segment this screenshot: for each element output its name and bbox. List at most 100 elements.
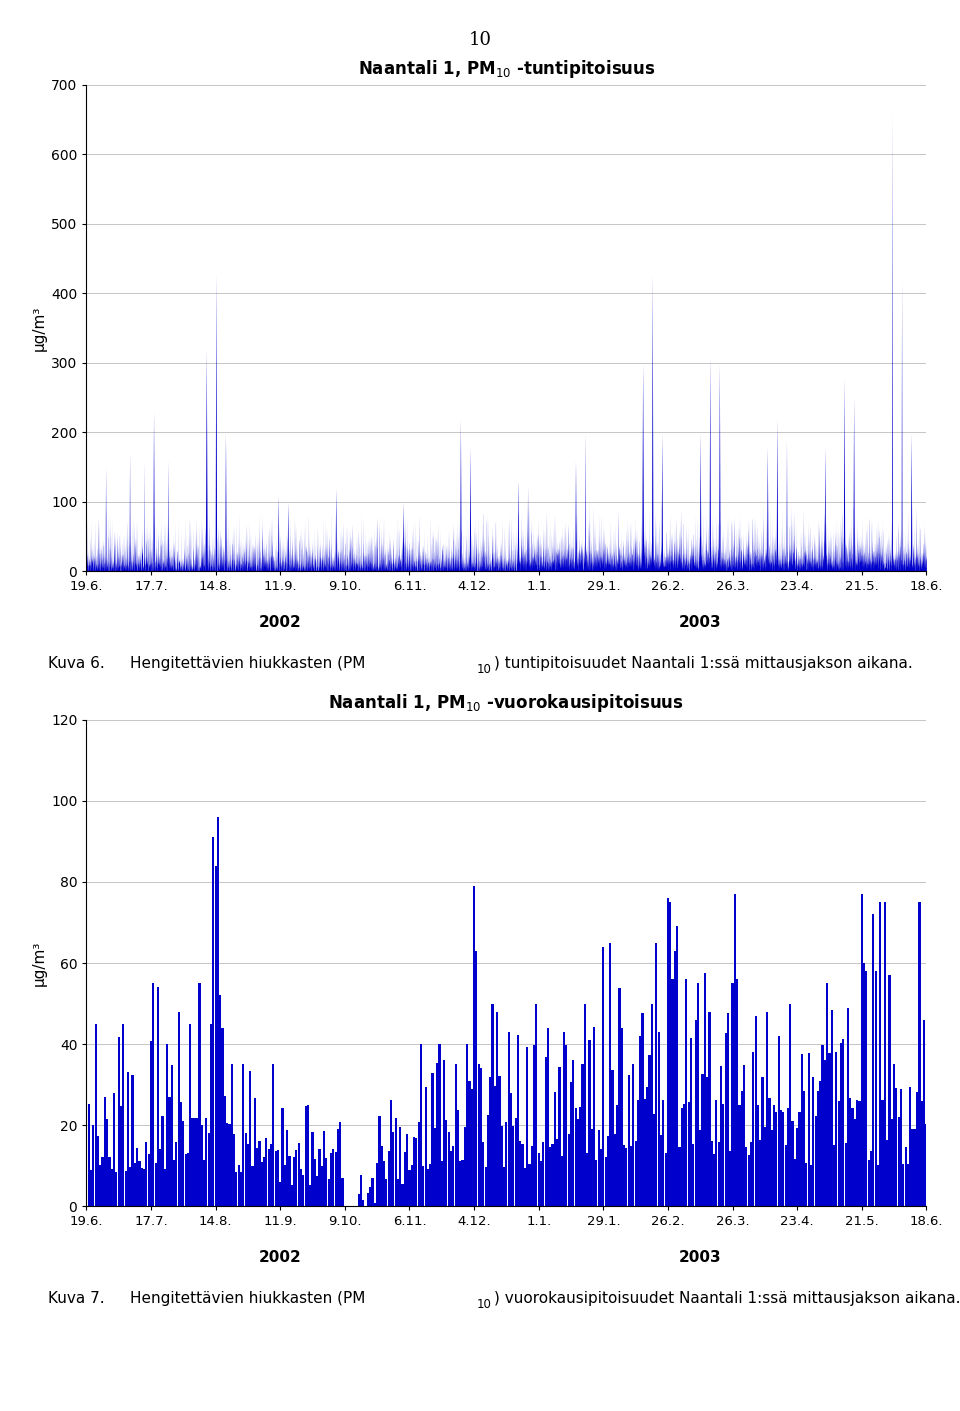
Bar	[773, 1105, 775, 1206]
Bar	[388, 1151, 390, 1206]
Bar	[265, 1139, 268, 1206]
Bar	[879, 902, 881, 1206]
Bar	[587, 1153, 588, 1206]
Bar	[884, 902, 886, 1206]
Bar	[658, 1031, 660, 1206]
Bar	[888, 975, 891, 1206]
Bar	[445, 1119, 447, 1206]
Bar	[150, 1040, 152, 1206]
Bar	[443, 1061, 445, 1206]
Bar	[275, 1151, 276, 1206]
Bar	[291, 1185, 293, 1206]
Bar	[648, 1054, 651, 1206]
Bar	[478, 1064, 480, 1206]
Bar	[510, 1094, 512, 1206]
Bar	[602, 947, 605, 1206]
Bar	[755, 1016, 756, 1206]
Bar	[250, 1071, 252, 1206]
Bar	[452, 1146, 454, 1206]
Bar	[605, 1157, 607, 1206]
Bar	[695, 1020, 697, 1206]
Bar	[692, 1143, 694, 1206]
Bar	[327, 1178, 330, 1206]
Bar	[176, 1143, 178, 1206]
Bar	[270, 1143, 272, 1206]
Text: ) tuntipitoisuudet Naantali 1:ssä mittausjakson aikana.: ) tuntipitoisuudet Naantali 1:ssä mittau…	[494, 656, 913, 672]
Bar	[519, 1140, 521, 1206]
Bar	[898, 1116, 900, 1206]
Bar	[635, 1141, 636, 1206]
Bar	[141, 1168, 143, 1206]
Bar	[482, 1141, 485, 1206]
Bar	[766, 1012, 768, 1206]
Text: 2003: 2003	[679, 1250, 722, 1266]
Bar	[817, 1091, 819, 1206]
Bar	[807, 1053, 810, 1206]
Bar	[381, 1146, 383, 1206]
Bar	[240, 1171, 242, 1206]
Bar	[873, 914, 875, 1206]
Bar	[925, 1125, 927, 1206]
Bar	[690, 1038, 692, 1206]
Bar	[516, 1034, 519, 1206]
Bar	[835, 1053, 837, 1206]
Bar	[184, 1154, 186, 1206]
Bar	[761, 1077, 763, 1206]
Bar	[681, 1108, 683, 1206]
Bar	[662, 1101, 664, 1206]
Bar	[683, 1103, 685, 1206]
Bar	[261, 1161, 263, 1206]
Bar	[824, 1061, 826, 1206]
Bar	[616, 1105, 618, 1206]
Bar	[467, 1044, 468, 1206]
Bar	[459, 1161, 462, 1206]
Bar	[505, 1122, 508, 1206]
Bar	[551, 1144, 554, 1206]
Bar	[298, 1143, 300, 1206]
Bar	[697, 983, 699, 1206]
Bar	[205, 1118, 207, 1206]
Bar	[653, 1113, 655, 1206]
Bar	[577, 1119, 579, 1206]
Bar	[358, 1194, 360, 1206]
Bar	[881, 1101, 883, 1206]
Bar	[370, 1187, 372, 1206]
Bar	[215, 865, 217, 1206]
Bar	[342, 1178, 344, 1206]
Bar	[644, 1099, 646, 1206]
Bar	[219, 996, 222, 1206]
Bar	[549, 1147, 551, 1206]
Bar	[676, 927, 678, 1206]
Bar	[309, 1185, 311, 1206]
Bar	[133, 1163, 136, 1206]
Bar	[613, 1134, 616, 1206]
Bar	[210, 1024, 212, 1206]
Bar	[468, 1081, 470, 1206]
Bar	[540, 1161, 542, 1206]
Bar	[217, 817, 219, 1206]
Bar	[99, 1165, 102, 1206]
Bar	[462, 1160, 464, 1206]
Y-axis label: µg/m³: µg/m³	[32, 305, 47, 351]
Bar	[97, 1136, 99, 1206]
Title: Naantali 1, PM$_{10}$ -tuntipitoisuus: Naantali 1, PM$_{10}$ -tuntipitoisuus	[357, 58, 656, 79]
Bar	[789, 1003, 791, 1206]
Bar	[199, 983, 201, 1206]
Bar	[178, 1012, 180, 1206]
Bar	[664, 1153, 666, 1206]
Bar	[321, 1167, 323, 1206]
Title: Naantali 1, PM$_{10}$ -vuorokausipitoisuus: Naantali 1, PM$_{10}$ -vuorokausipitoisu…	[328, 693, 684, 714]
Bar	[284, 1165, 286, 1206]
Bar	[822, 1044, 824, 1206]
Bar	[436, 1064, 438, 1206]
Bar	[212, 837, 214, 1206]
Bar	[222, 1027, 224, 1206]
Bar	[148, 1154, 150, 1206]
Bar	[911, 1129, 914, 1206]
Bar	[194, 1118, 196, 1206]
Bar	[756, 1105, 759, 1206]
Bar	[153, 983, 155, 1206]
Bar	[450, 1151, 452, 1206]
Bar	[801, 1054, 803, 1206]
Bar	[339, 1122, 342, 1206]
